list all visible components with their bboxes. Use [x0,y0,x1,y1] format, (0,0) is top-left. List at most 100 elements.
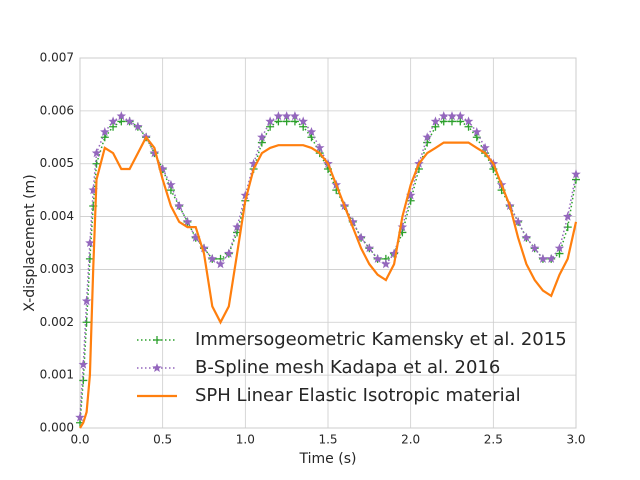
marker [215,259,226,269]
marker [265,116,275,126]
marker [174,201,184,210]
y-tick-label: 0.000 [40,421,74,435]
marker [191,232,201,242]
marker [406,196,415,205]
x-tick-label: 0.5 [153,433,172,447]
marker [100,133,109,142]
legend-marker [153,336,161,344]
marker [224,248,234,258]
x-tick-label: 1.5 [318,433,337,447]
marker [281,111,292,121]
plot-frame [79,57,577,429]
marker [232,222,242,232]
marker [422,132,432,142]
marker [257,132,267,142]
marker [117,117,126,126]
marker [166,186,175,195]
marker [456,117,465,126]
marker [290,117,299,126]
marker [166,179,176,189]
marker [266,122,275,131]
x-tick-label: 0.0 [70,433,89,447]
marker [315,142,325,152]
y-axis-label: X-displacement (m) [22,174,38,311]
marker [290,111,300,121]
y-tick-label: 0.004 [40,209,74,223]
marker [81,296,92,306]
marker [555,249,564,258]
marker [430,116,441,126]
x-tick-label: 3.0 [566,433,585,447]
marker [248,158,259,168]
marker [133,121,143,131]
marker [149,148,160,158]
marker [464,122,473,131]
y-tick-label: 0.003 [40,262,74,276]
marker [82,318,91,327]
legend-marker [152,363,162,372]
marker [79,376,88,385]
marker [397,222,408,232]
y-tick-label: 0.007 [40,51,74,65]
x-tick-label: 2.0 [401,433,420,447]
marker [571,169,581,179]
legend-label: B-Spline mesh Kadapa et al. 2016 [195,357,500,378]
marker [109,122,118,131]
marker [364,243,375,253]
marker [513,216,523,226]
marker [298,116,308,126]
marker [439,111,449,121]
marker [356,232,366,242]
marker [199,243,209,253]
marker [75,412,85,422]
marker [348,216,358,226]
marker [108,116,118,126]
y-tick-label: 0.006 [40,103,74,117]
marker [157,164,168,173]
legend-label: Immersogeometric Kamensky et al. 2015 [195,329,567,350]
marker [389,248,399,258]
marker [448,117,456,126]
series-line [79,115,577,418]
marker [480,142,490,152]
marker [306,127,317,136]
marker [116,111,127,121]
marker [91,148,102,158]
marker [182,216,193,226]
y-tick-label: 0.005 [40,156,74,170]
series-line [79,135,578,429]
x-tick-label: 2.5 [484,433,503,447]
marker [472,127,482,136]
marker [472,133,481,142]
marker [563,211,573,221]
marker [100,127,110,136]
marker [447,111,457,121]
marker [240,190,251,200]
marker [455,111,465,121]
marker [372,253,383,263]
marker [85,238,95,247]
marker [274,117,283,126]
x-tick-label: 1.0 [236,433,255,447]
marker [207,253,217,263]
marker [431,122,440,131]
x-axis-label: Time (s) [299,451,357,467]
marker [381,259,391,269]
marker [299,122,308,131]
marker [521,232,532,242]
marker [423,138,432,147]
marker [463,116,474,126]
marker [273,111,284,121]
y-tick-label: 0.002 [40,315,74,329]
marker [405,190,416,200]
marker [124,116,135,126]
marker [554,243,565,253]
marker [88,185,98,195]
marker [538,253,548,263]
marker [546,253,556,263]
legend-label: SPH Linear Elastic Isotropic material [195,385,521,406]
marker [282,117,291,126]
marker [439,117,448,126]
y-tick-label: 0.001 [40,368,74,382]
